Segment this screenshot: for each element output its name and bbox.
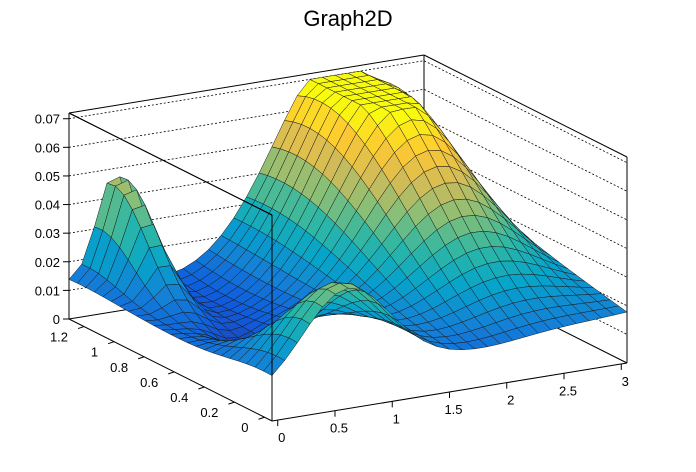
- y-tick-label: 0.8: [110, 360, 128, 375]
- y-tick-label: 0: [241, 420, 248, 435]
- chart-title: Graph2D: [303, 6, 392, 31]
- z-tick-label: 0.02: [35, 255, 60, 270]
- x-tick-label: 1: [393, 411, 400, 426]
- frame-edge-front: [68, 112, 273, 216]
- z-tick-label: 0.03: [35, 226, 60, 241]
- axis-ticks: 0 0.5 1 1.5 2 2.5 3 0 0.2 0.4 0.6 0.8 1 1.2 0 0.01 0.02 0…: [35, 112, 629, 445]
- z-tick-label: 0.01: [35, 283, 60, 298]
- y-tick-label: 0.2: [200, 405, 218, 420]
- y-tick-mark: [168, 371, 175, 375]
- frame-edge-back: [68, 54, 425, 114]
- y-tick-label: 0.4: [170, 390, 188, 405]
- frame-edge-front: [68, 318, 273, 422]
- x-tick-label: 2.5: [559, 383, 577, 398]
- frame-edge-back: [423, 54, 628, 158]
- surface-mesh: [68, 70, 628, 376]
- y-tick-mark: [228, 401, 235, 405]
- z-tick-label: 0.06: [35, 140, 60, 155]
- y-tick-label: 1.2: [50, 330, 68, 345]
- x-tick-label: 0: [278, 430, 285, 445]
- y-tick-label: 0.6: [140, 375, 158, 390]
- y-tick-mark: [77, 326, 85, 330]
- y-tick-mark: [198, 386, 205, 390]
- x-tick-label: 0.5: [330, 421, 348, 436]
- z-tick-label: 0.04: [35, 198, 60, 213]
- z-tick-label: 0.07: [35, 112, 60, 127]
- z-tick-label: 0: [53, 312, 60, 327]
- z-tick-label: 0.05: [35, 169, 60, 184]
- x-tick-label: 3: [622, 374, 629, 389]
- y-tick-label: 1: [91, 345, 98, 360]
- surface-cell: [605, 305, 628, 316]
- y-tick-mark: [138, 356, 145, 360]
- x-tick-label: 1.5: [444, 402, 462, 417]
- y-tick-mark: [258, 416, 265, 420]
- y-tick-mark: [107, 341, 115, 345]
- x-tick-label: 2: [507, 393, 514, 408]
